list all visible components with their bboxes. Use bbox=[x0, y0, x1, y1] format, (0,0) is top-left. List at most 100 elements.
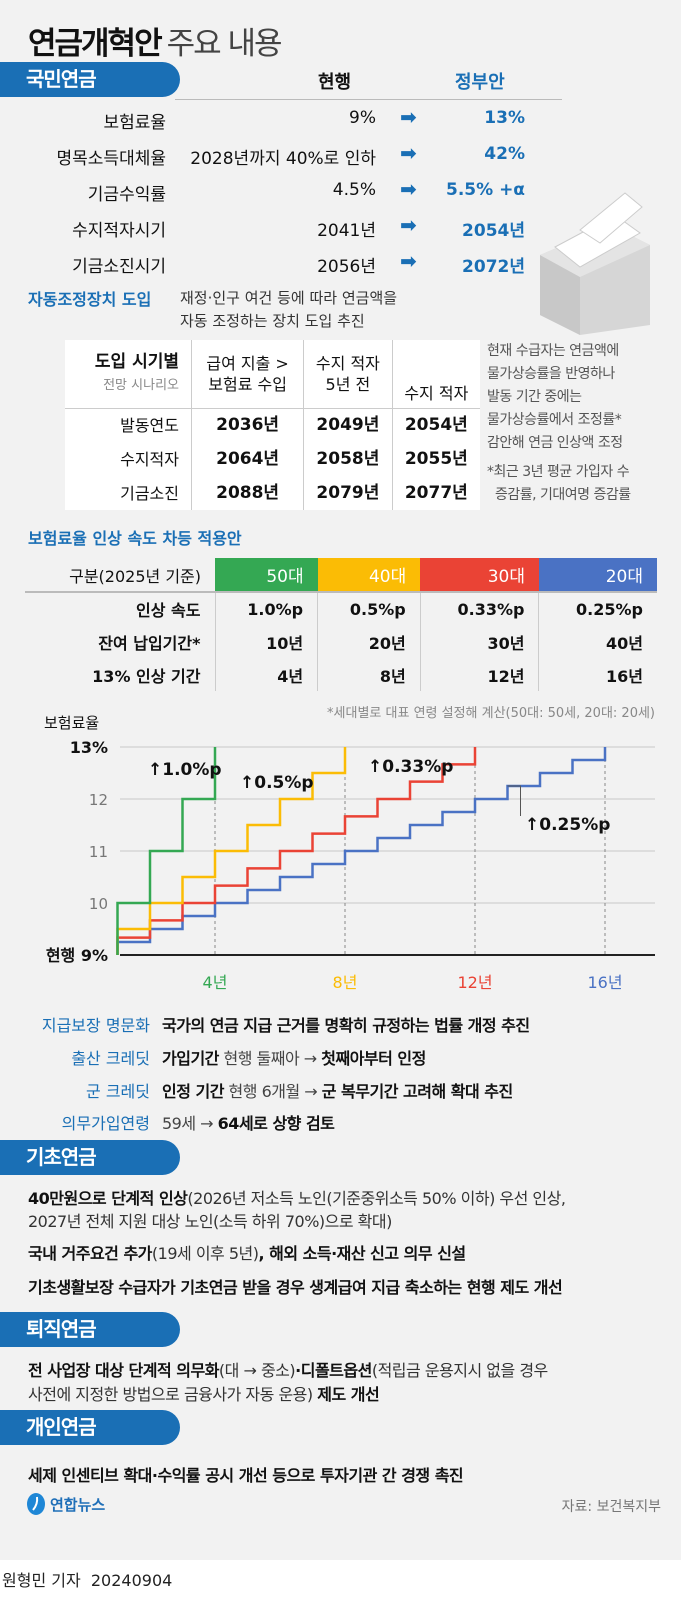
scenario-head-3: 수지 적자 bbox=[391, 340, 480, 409]
row-gov: 2054년 bbox=[462, 221, 525, 241]
other-label: 지급보장 명문화 bbox=[41, 1016, 150, 1035]
row-label: 기금수익률 bbox=[87, 185, 166, 205]
y-tick-label: 12 bbox=[89, 791, 108, 809]
list-item: 2027년 전체 지원 대상 노인(소득 하위 70%)으로 확대) bbox=[28, 1208, 392, 1232]
row-gov: 42% bbox=[484, 144, 525, 164]
auto-adjust-label: 자동조정장치 도입 bbox=[28, 290, 152, 309]
text-segment: 59세 → bbox=[162, 1114, 218, 1133]
row-current: 4.5% bbox=[332, 180, 376, 200]
annotation-leader bbox=[507, 785, 521, 816]
text-segment: 전 사업장 대상 단계적 의무화 bbox=[28, 1361, 219, 1380]
row-current: 2028년까지 40%로 인하 bbox=[190, 149, 376, 169]
table-row: 인상 속도 1.0%p 0.5%p 0.33%p 0.25%p bbox=[25, 592, 657, 625]
text-segment: 세제 인센티브 확대·수익률 공시 개선 등으로 투자기관 간 경쟁 촉진 bbox=[28, 1466, 464, 1485]
group-20s: 20대 bbox=[538, 558, 657, 593]
scenario-head-1: 급여 지출 > 보험료 수입 bbox=[190, 340, 304, 409]
row-gov: 13% bbox=[484, 108, 525, 128]
text-segment: ·디폴트옵션 bbox=[295, 1361, 372, 1380]
speed-note: *세대별로 대표 연령 설정해 계산(50대: 50세, 20대: 20세) bbox=[327, 706, 655, 721]
row-current: 9% bbox=[349, 108, 376, 128]
row-label: 명목소득대체율 bbox=[56, 149, 166, 169]
scenario-head-2: 수지 적자 5년 전 bbox=[303, 340, 393, 409]
text-segment: 가입기간 bbox=[162, 1049, 219, 1068]
speed-title: 보험료율 인상 속도 차등 적용안 bbox=[28, 529, 242, 548]
series-line bbox=[116, 747, 347, 955]
infographic: 연금개혁안 주요 내용 국민연금 현행 정부안 보험료율 9% ➡ 13% 명목소득대체율… bbox=[0, 0, 681, 1560]
yonhap-logo: 연합뉴스 bbox=[25, 1492, 105, 1516]
text-segment: (2026년 저소득 노인(기준중위소득 50% 이하) 우선 인상, bbox=[187, 1189, 566, 1208]
right-arrow-icon: ➡ bbox=[400, 213, 417, 237]
right-arrow-icon: ➡ bbox=[400, 105, 417, 129]
title-bold: 연금개혁안 bbox=[28, 26, 163, 62]
series-line bbox=[116, 747, 607, 955]
auto-adjust-desc-2: 자동 조정하는 장치 도입 추진 bbox=[180, 312, 365, 330]
x-tick-label: 8년 bbox=[333, 973, 358, 992]
other-text: 인정 기간 현행 6개월 → 군 복무기간 고려해 확대 추진 bbox=[162, 1078, 513, 1102]
side-note: 현재 수급자는 연금액에 물가상승률을 반영하나 발동 기간 중에는 물가상승률에서 … bbox=[487, 343, 631, 503]
y-tick-label: 10 bbox=[89, 895, 108, 913]
right-arrow-icon: ➡ bbox=[400, 177, 417, 201]
series-line bbox=[116, 747, 217, 955]
other-text: 국가의 연금 지급 근거를 명확히 규정하는 법률 개정 추진 bbox=[162, 1012, 530, 1036]
yonhap-logo-icon bbox=[27, 1493, 45, 1515]
speed-head: 구분(2025년 기준) bbox=[25, 558, 215, 593]
title-light: 주요 내용 bbox=[166, 26, 283, 62]
text-segment: (대 → 중소) bbox=[218, 1361, 296, 1380]
right-arrow-icon: ➡ bbox=[400, 141, 417, 165]
other-text: 59세 → 64세로 상향 검토 bbox=[162, 1110, 335, 1134]
text-segment: 국가의 연금 지급 근거를 명확히 규정하는 법률 개정 추진 bbox=[162, 1016, 530, 1035]
list-item: 세제 인센티브 확대·수익률 공시 개선 등으로 투자기관 간 경쟁 촉진 bbox=[28, 1462, 464, 1486]
y-tick-label: 현행 9% bbox=[46, 946, 108, 965]
y-tick-label: 11 bbox=[89, 843, 108, 861]
text-segment: 40만원으로 단계적 인상 bbox=[28, 1189, 188, 1208]
text-segment: , 해외 소득·재산 신고 의무 신설 bbox=[258, 1244, 466, 1263]
other-label: 군 크레딧 bbox=[86, 1082, 150, 1101]
row-label: 보험료율 bbox=[103, 113, 166, 133]
table-row: 잔여 납입기간* 10년 20년 30년 40년 bbox=[25, 625, 657, 658]
row-gov: 2072년 bbox=[462, 257, 525, 277]
text-segment: 사전에 지정한 방법으로 금융사가 자동 운용) bbox=[28, 1385, 318, 1404]
divider bbox=[175, 99, 562, 100]
text-segment: 2027년 전체 지원 대상 노인(소득 하위 70%)으로 확대) bbox=[28, 1212, 392, 1231]
chart-ylabel: 보험료율 bbox=[44, 714, 100, 732]
series-line bbox=[116, 747, 477, 955]
text-segment: 현행 둘째아 → bbox=[218, 1049, 322, 1068]
table-row: 기금소진 2088년 2079년 2077년 bbox=[65, 476, 480, 510]
row-current: 2041년 bbox=[317, 221, 376, 241]
list-item: 전 사업장 대상 단계적 의무화(대 → 중소)·디폴트옵션(적립금 운용지시 … bbox=[28, 1357, 548, 1381]
text-segment: 제도 개선 bbox=[317, 1385, 380, 1404]
speed-table: 구분(2025년 기준) 50대 40대 30대 20대 인상 속도 1.0%p 0… bbox=[25, 558, 657, 691]
row-gov: 5.5% +α bbox=[446, 180, 525, 200]
byline: 원형민 기자 20240904 bbox=[2, 1571, 173, 1590]
text-segment: 군 복무기간 고려해 확대 추진 bbox=[321, 1082, 513, 1101]
x-tick-label: 12년 bbox=[457, 973, 492, 992]
list-item: 국내 거주요건 추가(19세 이후 5년), 해외 소득·재산 신고 의무 신설 bbox=[28, 1240, 466, 1264]
text-segment: 기초생활보장 수급자가 기초연금 받을 경우 생계급여 지급 축소하는 현행 제… bbox=[28, 1278, 563, 1297]
text-segment: (적립금 운용지시 없을 경우 bbox=[371, 1361, 548, 1380]
x-tick-label: 16년 bbox=[587, 973, 622, 992]
section-basic-pension: 기초연금 bbox=[0, 1140, 180, 1175]
scenario-head-0: 도입 시기별 전망 시나리오 bbox=[65, 340, 192, 409]
text-segment: 인정 기간 bbox=[162, 1082, 224, 1101]
section-personal-pension: 개인연금 bbox=[0, 1410, 180, 1445]
table-row: 발동연도 2036년 2049년 2054년 bbox=[65, 408, 480, 442]
group-40s: 40대 bbox=[317, 558, 421, 593]
series-annotation: ↑0.5%p bbox=[240, 773, 314, 793]
section-retirement-pension: 퇴직연금 bbox=[0, 1312, 180, 1347]
col-current: 현행 bbox=[318, 72, 352, 93]
group-50s: 50대 bbox=[215, 558, 318, 593]
table-row: 13% 인상 기간 4년 8년 12년 16년 bbox=[25, 658, 657, 691]
y-tick-label: 13% bbox=[70, 738, 108, 757]
text-segment: 첫째아부터 인정 bbox=[321, 1049, 426, 1068]
list-item: 기초생활보장 수급자가 기초연금 받을 경우 생계급여 지급 축소하는 현행 제… bbox=[28, 1274, 563, 1298]
money-stack-icon bbox=[540, 192, 650, 335]
series-annotation: ↑0.25%p bbox=[525, 815, 610, 835]
x-tick-label: 4년 bbox=[203, 973, 228, 992]
series-annotation: ↑1.0%p bbox=[148, 760, 222, 780]
col-gov: 정부안 bbox=[455, 72, 505, 93]
scenario-table: 도입 시기별 전망 시나리오 급여 지출 > 보험료 수입 수지 적자 5년 전 수지… bbox=[65, 340, 480, 510]
other-text: 가입기간 현행 둘째아 → 첫째아부터 인정 bbox=[162, 1045, 426, 1069]
group-30s: 30대 bbox=[420, 558, 539, 593]
table-row: 수지적자 2064년 2058년 2055년 bbox=[65, 442, 480, 476]
row-label: 기금소진시기 bbox=[72, 257, 166, 277]
